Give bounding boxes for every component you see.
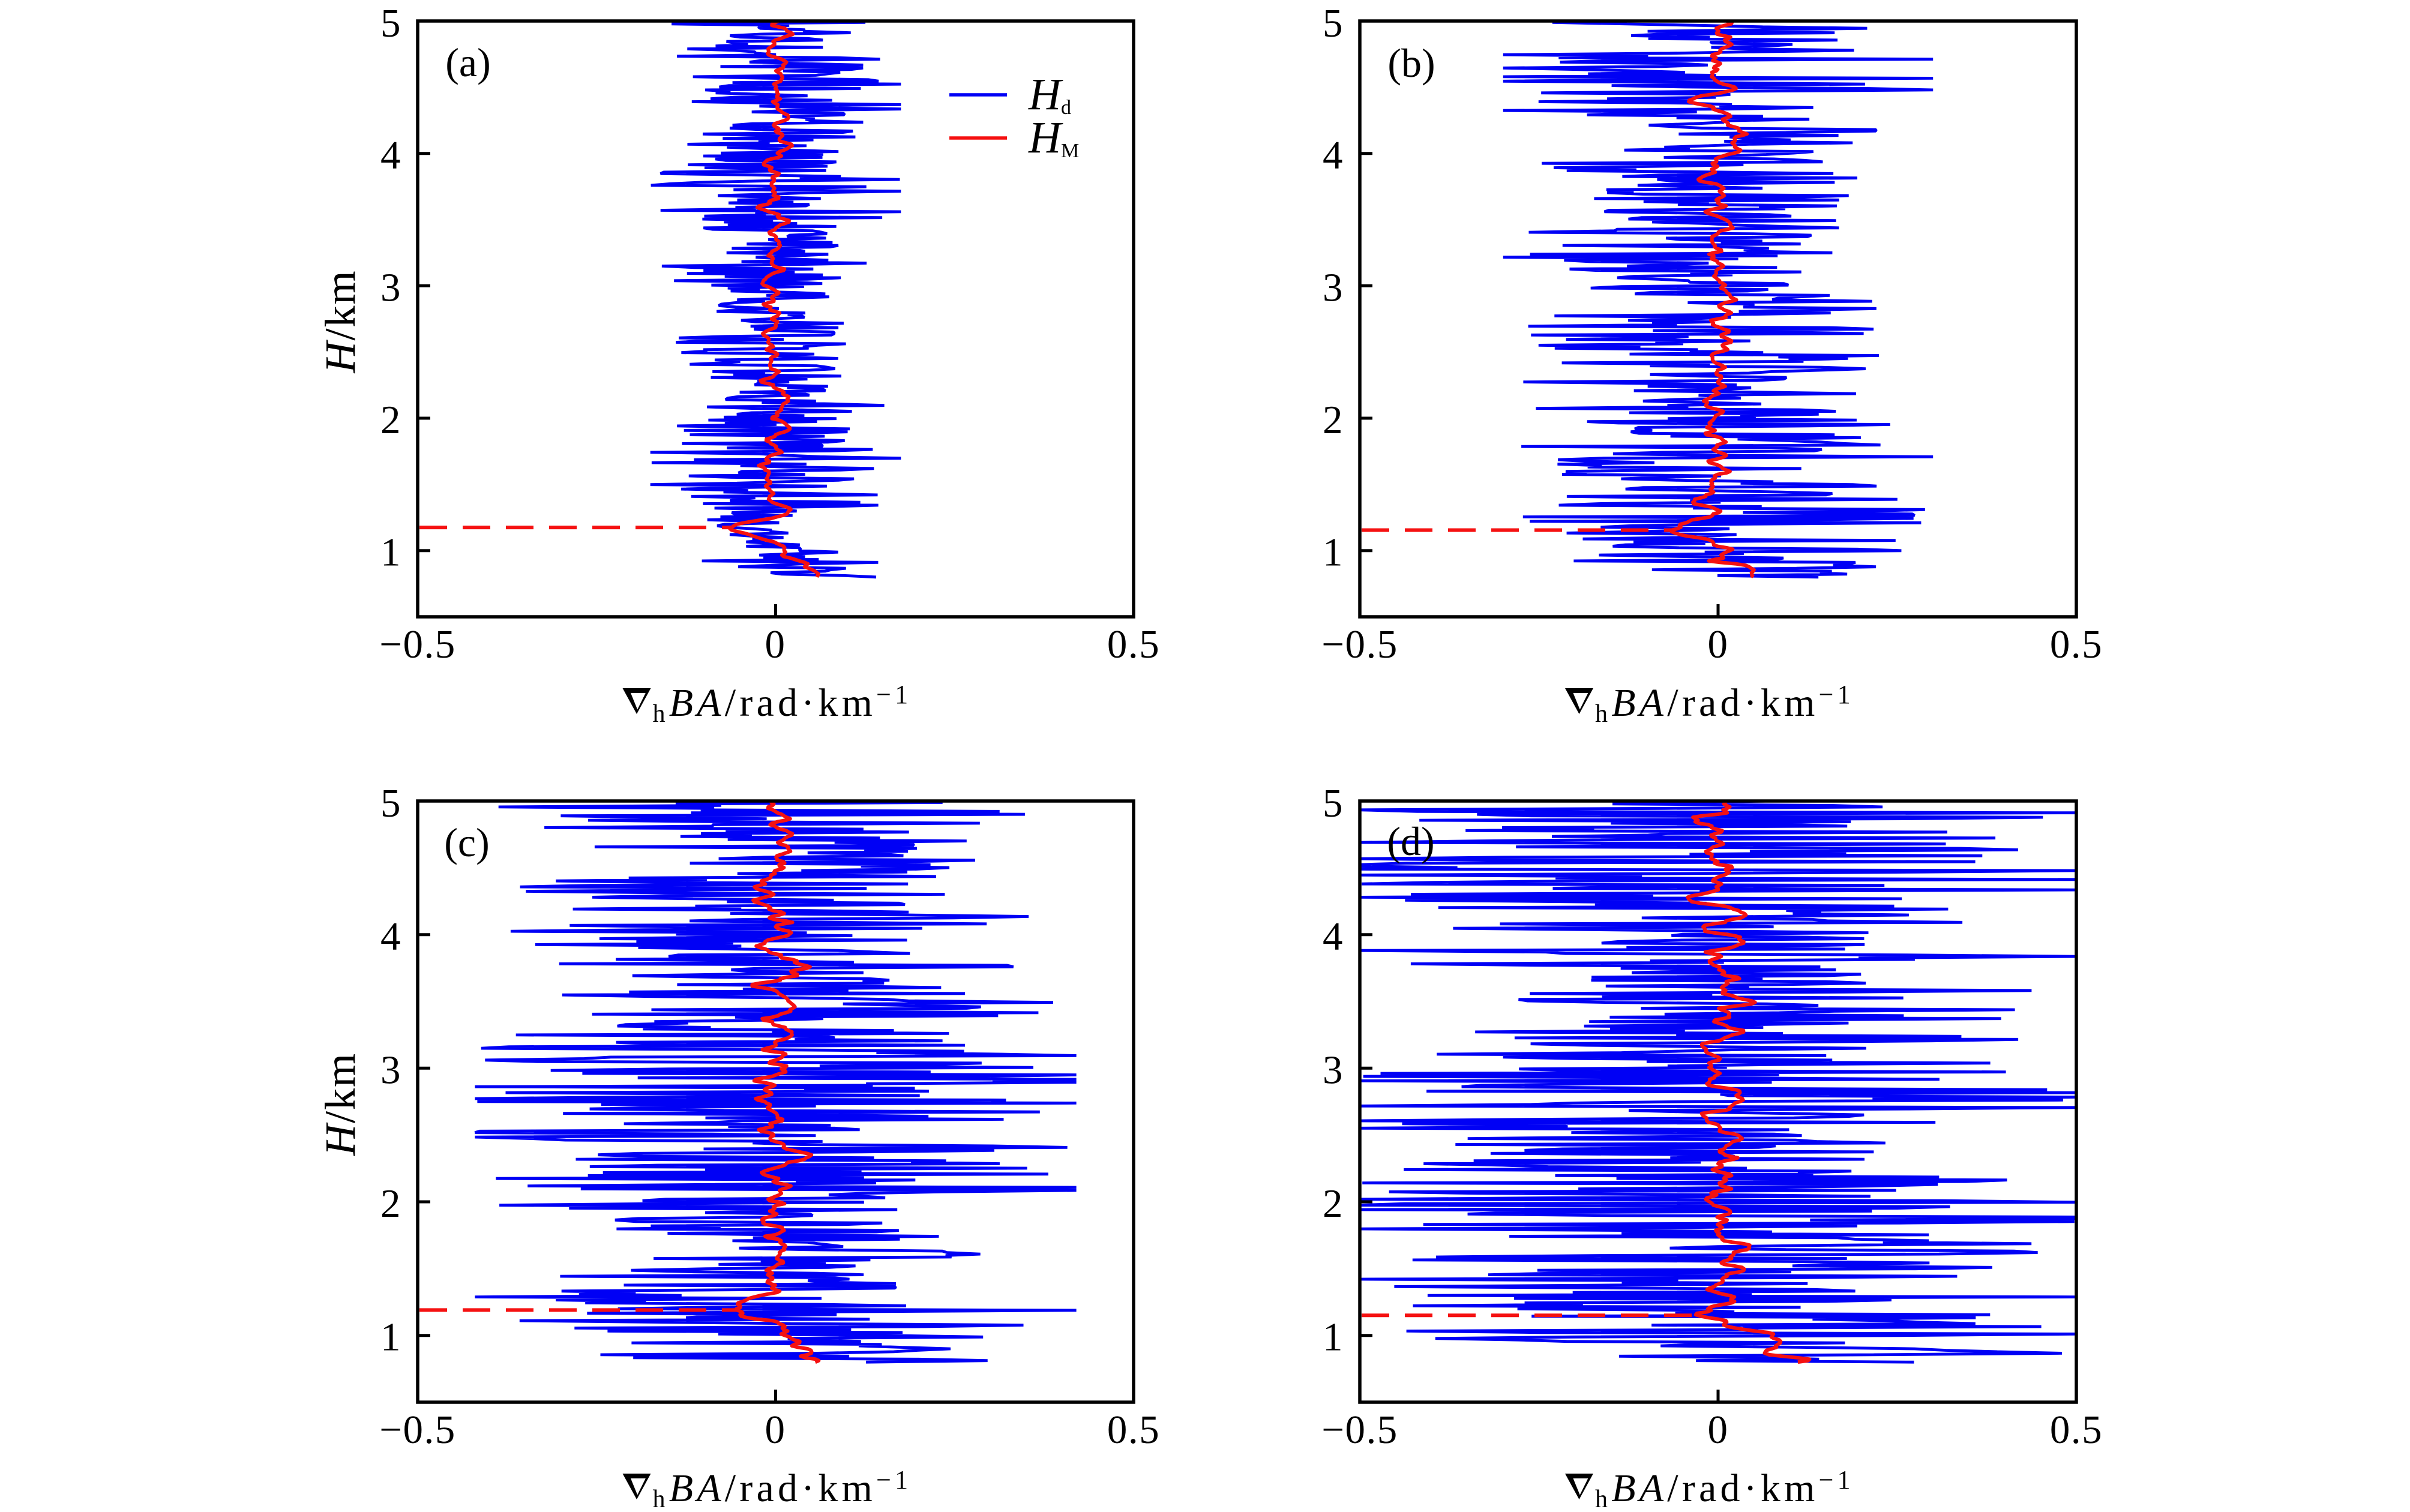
svg-text:2: 2 bbox=[1323, 1181, 1344, 1226]
svg-text:H: H bbox=[1028, 70, 1063, 119]
svg-text:0: 0 bbox=[765, 1408, 786, 1452]
svg-text:4: 4 bbox=[1323, 914, 1344, 959]
svg-text:0.5: 0.5 bbox=[1107, 1408, 1160, 1452]
svg-text:5: 5 bbox=[380, 781, 401, 826]
svg-text:hBA/rad·km−1: hBA/rad·km−1 bbox=[1595, 680, 1854, 728]
svg-text:2: 2 bbox=[380, 398, 401, 442]
svg-text:(c): (c) bbox=[444, 820, 489, 865]
svg-text:3: 3 bbox=[380, 265, 401, 310]
svg-text:4: 4 bbox=[1323, 133, 1344, 178]
svg-text:H/km: H/km bbox=[316, 269, 364, 373]
svg-text:1: 1 bbox=[1323, 1315, 1344, 1360]
svg-text:H/km: H/km bbox=[316, 1052, 364, 1156]
svg-text:(a): (a) bbox=[445, 40, 490, 85]
svg-text:0.5: 0.5 bbox=[2050, 622, 2103, 667]
svg-text:0.5: 0.5 bbox=[2050, 1408, 2103, 1452]
svg-text:H/km: H/km bbox=[316, 269, 364, 373]
svg-text:0: 0 bbox=[1708, 1408, 1729, 1452]
svg-text:−0.5: −0.5 bbox=[379, 1408, 456, 1452]
svg-text:4: 4 bbox=[380, 133, 401, 178]
svg-text:H/km: H/km bbox=[316, 1052, 364, 1156]
svg-text:(b): (b) bbox=[1387, 40, 1435, 86]
svg-text:2: 2 bbox=[1323, 398, 1344, 442]
svg-text:0: 0 bbox=[765, 622, 786, 667]
svg-text:−0.5: −0.5 bbox=[379, 622, 456, 667]
svg-text:−0.5: −0.5 bbox=[1321, 1408, 1398, 1452]
svg-text:4: 4 bbox=[380, 914, 401, 959]
svg-text:3: 3 bbox=[1323, 265, 1344, 310]
svg-text:−0.5: −0.5 bbox=[1321, 622, 1398, 667]
svg-text:hBA/rad·km−1: hBA/rad·km−1 bbox=[653, 1465, 912, 1512]
svg-text:0.5: 0.5 bbox=[1107, 622, 1160, 667]
svg-text:1: 1 bbox=[1323, 530, 1344, 575]
svg-text:3: 3 bbox=[1323, 1048, 1344, 1092]
svg-text:5: 5 bbox=[380, 1, 401, 46]
svg-text:1: 1 bbox=[380, 1315, 401, 1360]
svg-text:hBA/rad·km−1: hBA/rad·km−1 bbox=[1595, 1465, 1854, 1512]
svg-text:H: H bbox=[1028, 113, 1063, 163]
svg-text:2: 2 bbox=[380, 1181, 401, 1226]
svg-text:hBA/rad·km−1: hBA/rad·km−1 bbox=[653, 680, 912, 728]
svg-text:1: 1 bbox=[380, 530, 401, 575]
svg-text:0: 0 bbox=[1708, 622, 1729, 667]
svg-text:3: 3 bbox=[380, 1048, 401, 1092]
svg-text:5: 5 bbox=[1323, 781, 1344, 826]
svg-text:d: d bbox=[1061, 97, 1071, 119]
svg-text:(d): (d) bbox=[1387, 818, 1434, 864]
svg-text:M: M bbox=[1061, 140, 1079, 162]
svg-text:5: 5 bbox=[1323, 1, 1344, 46]
